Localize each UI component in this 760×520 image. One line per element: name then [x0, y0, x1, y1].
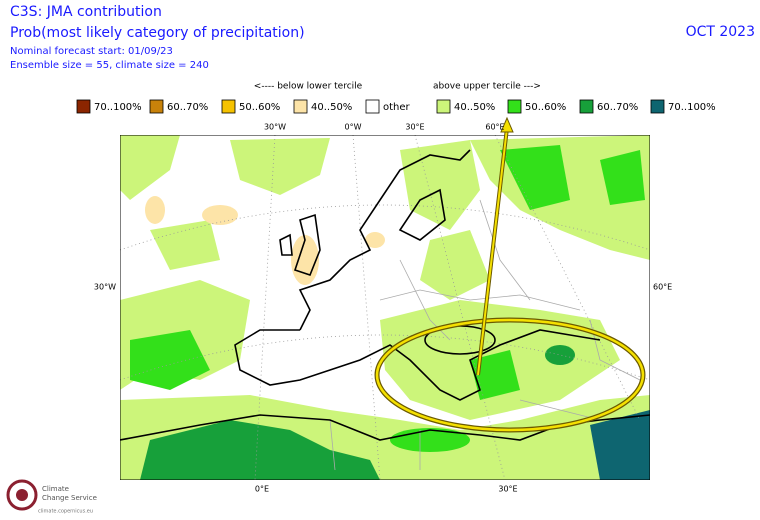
legend-label: 40..50%	[454, 102, 495, 113]
legend-swatch	[579, 99, 594, 114]
logo-line2: Change Service	[42, 494, 97, 502]
lon-label: 60°E	[485, 123, 504, 132]
legend-swatch	[365, 99, 380, 114]
legend-below: <---- below lower tercile	[254, 82, 363, 92]
lat-label: 30°W	[94, 283, 116, 292]
legend-swatch	[650, 99, 665, 114]
legend-label: 60..70%	[597, 102, 638, 113]
map	[120, 135, 650, 480]
logo: Climate Change Service climate.copernicu…	[6, 479, 97, 515]
legend-label: 40..50%	[311, 102, 352, 113]
legend-swatch	[293, 99, 308, 114]
lon-label: 0°W	[345, 123, 362, 132]
legend-label: 50..60%	[525, 102, 566, 113]
legend-label: 60..70%	[167, 102, 208, 113]
legend-label: other	[383, 102, 411, 113]
arrow-head	[500, 116, 514, 133]
ensemble-size: Ensemble size = 55, climate size = 240	[10, 60, 209, 71]
lon-label: 0°E	[255, 485, 269, 494]
lon-label: 30°E	[405, 123, 424, 132]
forecast-start: Nominal forecast start: 01/09/23	[10, 46, 173, 57]
legend-swatch	[436, 99, 451, 114]
legend-swatch	[507, 99, 522, 114]
logo-url: climate.copernicus.eu	[38, 509, 93, 515]
lon-label: 30°E	[498, 485, 517, 494]
date: OCT 2023	[686, 24, 755, 40]
arrow-inner	[477, 127, 508, 376]
legend-swatch	[149, 99, 164, 114]
legend-label: 70..100%	[668, 102, 716, 113]
highlight-ellipse-inner	[375, 318, 645, 432]
logo-icon	[6, 479, 38, 511]
logo-icon-core	[16, 489, 28, 501]
lat-label: 60°E	[653, 283, 672, 292]
subtitle: Prob(most likely category of precipitati…	[10, 25, 305, 41]
legend-label: 70..100%	[94, 102, 142, 113]
legend-label: 50..60%	[239, 102, 280, 113]
legend-swatch	[76, 99, 91, 114]
legend-above: above upper tercile --->	[433, 82, 541, 92]
legend-swatch	[221, 99, 236, 114]
lon-label: 30°W	[264, 123, 286, 132]
title: C3S: JMA contribution	[10, 4, 162, 20]
legend: 70..100% 60..70% 50..60% 40..50% other 40..50…	[76, 99, 716, 114]
logo-line1: Climate	[42, 485, 69, 493]
